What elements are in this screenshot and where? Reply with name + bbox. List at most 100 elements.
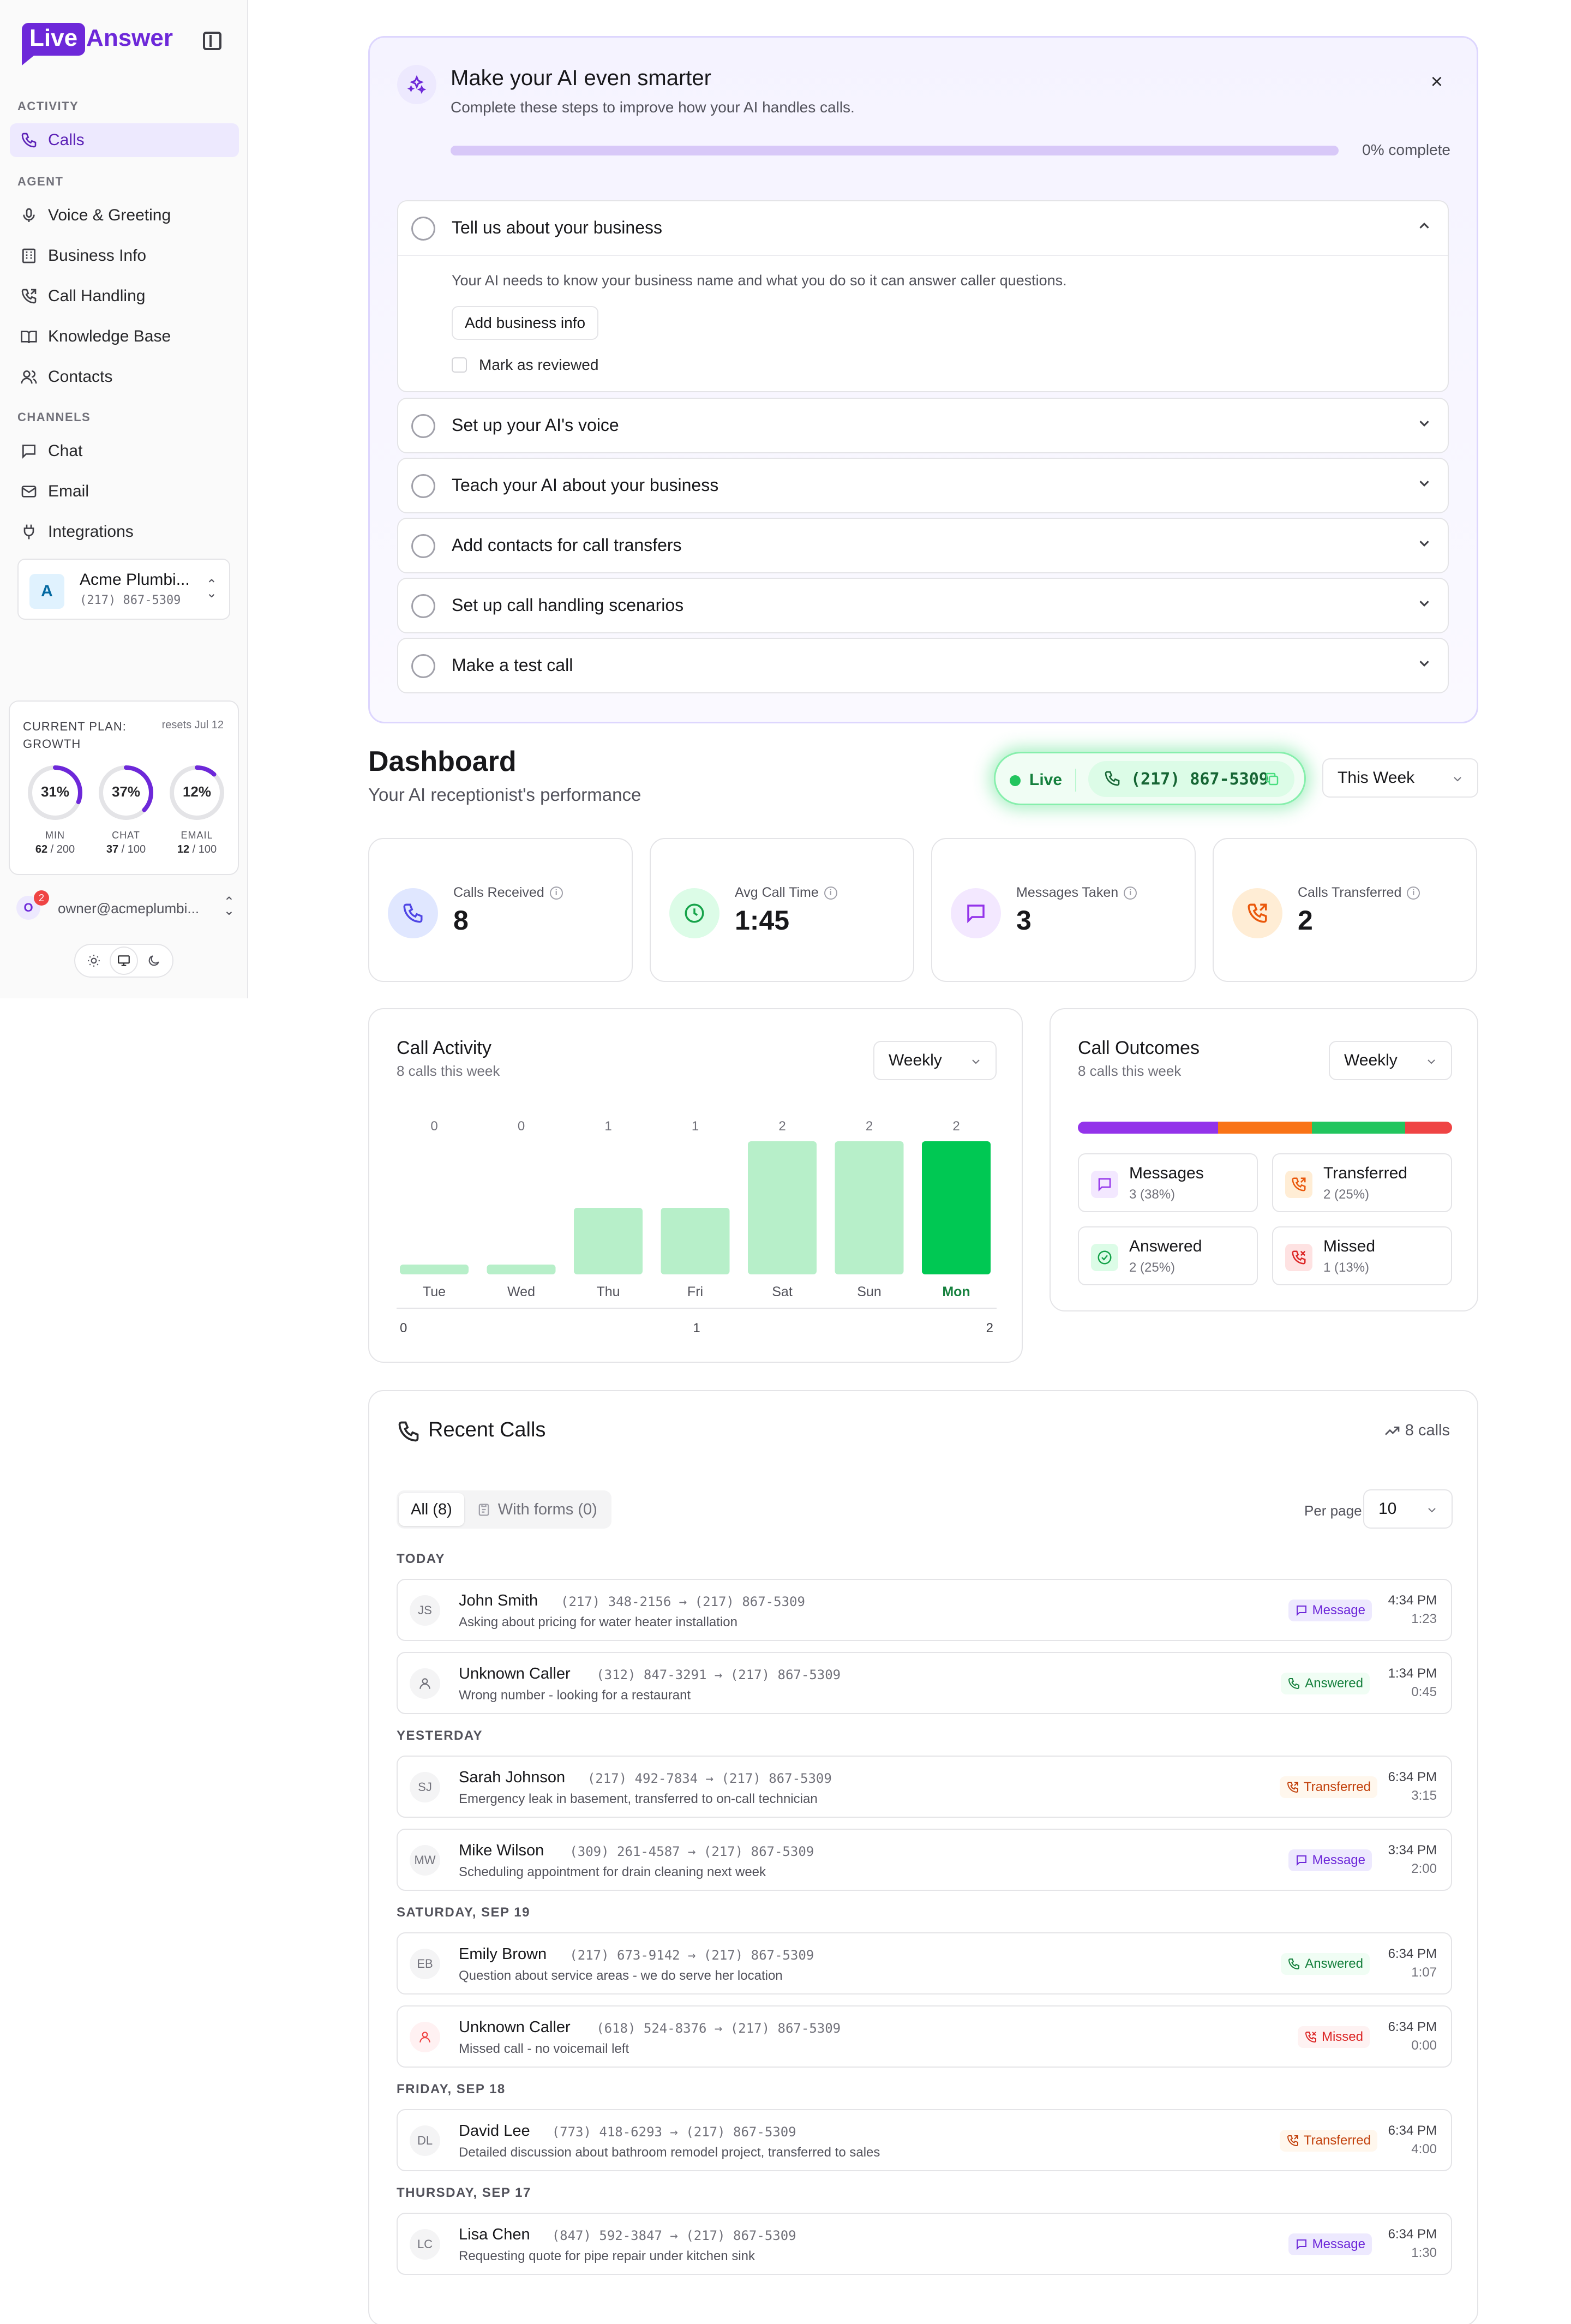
call-time: 6:34 PM [1388, 2227, 1437, 2242]
checkbox[interactable] [452, 357, 467, 373]
date-range-select[interactable]: This Week [1322, 758, 1478, 798]
step-knowledge[interactable]: Teach your AI about your business [397, 458, 1449, 513]
sidebar-item-business-info[interactable]: Business Info [10, 239, 239, 273]
moon-icon[interactable] [141, 948, 167, 974]
monitor-icon[interactable] [110, 948, 137, 974]
status-badge: Answered [1281, 1673, 1370, 1694]
business-switcher[interactable]: A Acme Plumbi... (217) 867-5309 ⌃ ⌄ [17, 559, 230, 620]
call-duration: 1:30 [1411, 2245, 1437, 2260]
copy-phone-button[interactable]: (217) 867-5309 [1088, 761, 1294, 797]
step-status-circle-icon [411, 654, 435, 678]
sidebar-item-calls[interactable]: Calls [10, 123, 239, 157]
call-row[interactable]: DL David Lee (773) 418-6293 → (217) 867-53… [397, 2109, 1452, 2171]
call-row[interactable]: JS John Smith (217) 348-2156 → (217) 867-5… [397, 1579, 1452, 1641]
clock-icon [669, 888, 719, 938]
tab-with-forms[interactable]: With forms (0) [464, 1493, 609, 1526]
per-page-select[interactable]: 10 [1363, 1489, 1453, 1529]
bar-value-label: 2 [866, 1119, 873, 1134]
mark-reviewed-checkbox[interactable]: Mark as reviewed [452, 356, 598, 374]
sidebar-item-call-handling[interactable]: Call Handling [10, 279, 239, 313]
user-menu[interactable]: O 2 owner@acmeplumbi... ⌃ ⌄ [16, 890, 235, 923]
step-voice[interactable]: Set up your AI's voice [397, 398, 1449, 453]
caller-name: Emily Brown [459, 1945, 547, 1963]
chevron-down-icon [1419, 541, 1429, 547]
call-row[interactable]: Unknown Caller (312) 847-3291 → (217) 867… [397, 1652, 1452, 1714]
x-tick-label: Thu [596, 1284, 620, 1299]
call-row[interactable]: LC Lisa Chen (847) 592-3847 → (217) 867-53… [397, 2213, 1452, 2275]
tab-all[interactable]: All (8) [399, 1493, 464, 1526]
add-business-info-button[interactable]: Add business info [452, 306, 599, 340]
step-label: Add contacts for call transfers [452, 535, 682, 555]
outcome-tile-missed[interactable]: Missed 1 (13%) [1272, 1226, 1452, 1285]
card-title: Call Outcomes [1078, 1038, 1200, 1058]
step-contacts[interactable]: Add contacts for call transfers [397, 518, 1449, 573]
stat-value: 3 [1016, 905, 1032, 936]
call-summary: Requesting quote for pipe repair under k… [459, 2249, 755, 2263]
call-time: 6:34 PM [1388, 1770, 1437, 1784]
sidebar: Live Answer ACTIVITY Calls AGENT Voice &… [0, 0, 248, 998]
live-status-pill: Live (217) 867-5309 [994, 752, 1306, 805]
sidebar-item-voice-greeting[interactable]: Voice & Greeting [10, 199, 239, 232]
status-badge: Message [1288, 2233, 1372, 2255]
outcome-tile-messages[interactable]: Messages 3 (38%) [1078, 1153, 1258, 1212]
sidebar-item-chat[interactable]: Chat [10, 434, 239, 468]
call-row[interactable]: SJ Sarah Johnson (217) 492-7834 → (217) 86… [397, 1756, 1452, 1818]
caller-avatar: EB [410, 1949, 440, 1979]
chevron-down-icon [1428, 1059, 1435, 1064]
outcome-segment-messages [1078, 1122, 1219, 1134]
day-group-label: YESTERDAY [397, 1728, 483, 1743]
step-scenarios[interactable]: Set up call handling scenarios [397, 578, 1449, 633]
caller-avatar [410, 2022, 440, 2052]
close-icon[interactable]: × [1430, 70, 1443, 93]
info-icon[interactable]: i [549, 886, 563, 900]
per-page-label: Per page [1304, 1502, 1362, 1519]
outcomes-period-select[interactable]: Weekly [1329, 1041, 1452, 1080]
call-row[interactable]: MW Mike Wilson (309) 261-4587 → (217) 867-… [397, 1829, 1452, 1891]
outcome-tile-answered[interactable]: Answered 2 (25%) [1078, 1226, 1258, 1285]
business-phone: (217) 867-5309 [80, 594, 181, 607]
onboarding-subtitle: Complete these steps to improve how your… [451, 99, 855, 116]
liveanswer-logo[interactable]: Live Answer [22, 23, 173, 65]
info-icon[interactable]: i [1124, 886, 1137, 900]
x-tick-label: Mon [942, 1284, 970, 1299]
x-tick-label: Sat [772, 1284, 793, 1299]
sidebar-item-contacts[interactable]: Contacts [10, 360, 239, 394]
stat-value: 1:45 [735, 905, 790, 936]
checkbox-label: Mark as reviewed [479, 356, 599, 373]
bar-value-label: 0 [430, 1119, 437, 1134]
info-icon[interactable]: i [824, 886, 837, 900]
call-summary: Missed call - no voicemail left [459, 2041, 629, 2056]
call-summary: Asking about pricing for water heater in… [459, 1615, 737, 1630]
activity-period-select[interactable]: Weekly [873, 1041, 997, 1080]
collapse-sidebar-icon[interactable] [203, 32, 221, 50]
sidebar-item-email[interactable]: Email [10, 475, 239, 508]
chart-bar [835, 1141, 904, 1274]
step-header[interactable]: Tell us about your business [398, 201, 1448, 255]
outcome-name: Answered [1129, 1237, 1202, 1255]
caller-avatar: MW [410, 1845, 440, 1876]
call-row[interactable]: EB Emily Brown (217) 673-9142 → (217) 867-… [397, 1932, 1452, 1994]
gauge-ring [170, 765, 224, 820]
sun-icon[interactable] [81, 948, 107, 974]
call-summary: Scheduling appointment for drain cleanin… [459, 1865, 766, 1879]
logo-live-text: Live [22, 23, 86, 65]
sidebar-item-integrations[interactable]: Integrations [10, 515, 239, 549]
outcome-distribution-bar [1078, 1122, 1452, 1134]
sidebar-item-knowledge-base[interactable]: Knowledge Base [10, 320, 239, 354]
gauge-percent: 12% [182, 783, 212, 800]
sidebar-item-label: Calls [48, 131, 85, 149]
info-icon[interactable]: i [1407, 886, 1420, 900]
call-route: (217) 492-7834 → (217) 867-5309 [587, 1771, 832, 1786]
gauge-percent: 31% [40, 783, 70, 800]
outcome-tile-transferred[interactable]: Transferred 2 (25%) [1272, 1153, 1452, 1212]
message-icon [1296, 1606, 1306, 1616]
call-row[interactable]: Unknown Caller (618) 524-8376 → (217) 867… [397, 2005, 1452, 2068]
onboarding-progress-label: 0% complete [1362, 141, 1450, 158]
step-test-call[interactable]: Make a test call [397, 638, 1449, 693]
plug-icon [20, 523, 38, 541]
outcome-segment-transferred [1218, 1122, 1312, 1134]
gauge-label: CHAT [112, 830, 140, 841]
sidebar-item-label: Chat [48, 442, 83, 460]
chart-bar [661, 1208, 730, 1274]
outcome-segment-missed [1405, 1122, 1452, 1134]
